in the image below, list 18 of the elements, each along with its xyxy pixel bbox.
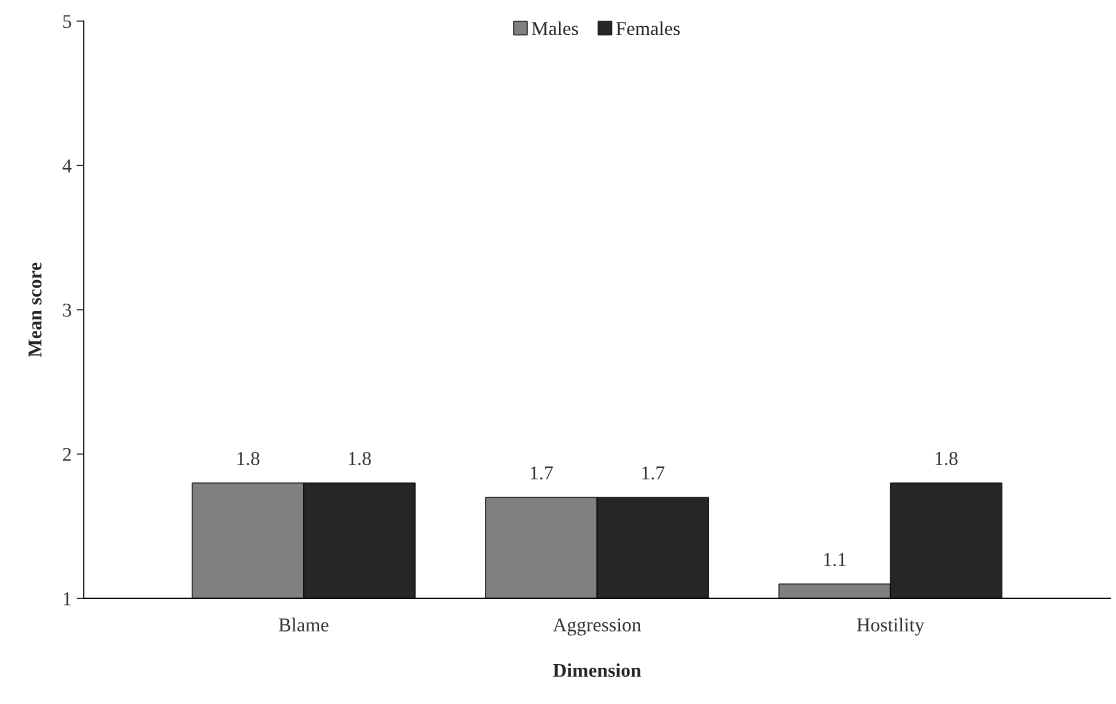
data-label: 1.8: [935, 451, 958, 466]
x-tick-label: Blame: [278, 617, 329, 632]
y-tick-label: 5: [63, 15, 72, 29]
x-tick-label: Hostility: [856, 617, 925, 636]
y-axis-title: Mean score: [28, 262, 42, 358]
data-label: 1.8: [237, 451, 260, 466]
y-tick-label: 2: [63, 447, 71, 461]
y-tick-label: 1: [63, 592, 71, 606]
data-label: 1.8: [349, 451, 371, 466]
data-label: 1.7: [530, 466, 553, 480]
legend-label: Females: [616, 21, 680, 36]
y-tick-label: 4: [62, 159, 72, 173]
legend-label: Males: [531, 21, 578, 36]
data-label: 1.7: [642, 466, 665, 480]
x-tick-label: Aggression: [552, 618, 642, 636]
data-label: 1.1: [824, 553, 846, 567]
y-tick-label: 3: [63, 303, 72, 317]
x-axis-title: Dimension: [553, 663, 642, 677]
